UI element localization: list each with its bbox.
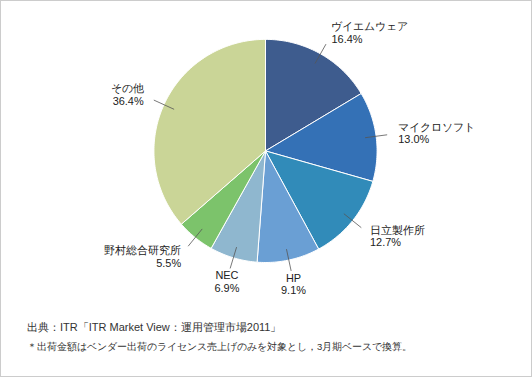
html-text:＊出荷金額はベンダー出荷のライセンス売上げのみを対象とし，3: ＊出荷金額はベンダー出荷のライセンス売上げのみを対象とし，3月期ベースで換算。 — [27, 340, 413, 352]
svg-text:NEC6.9%: NEC6.9% — [214, 269, 239, 294]
svg-text:野村総合研究所5.5%: 野村総合研究所5.5% — [104, 244, 181, 269]
svg-text:マイクロソフト13.0%: マイクロソフト13.0% — [398, 121, 475, 146]
svg-text:日立製作所12.7%: 日立製作所12.7% — [370, 224, 425, 249]
svg-text:HP9.1%: HP9.1% — [281, 272, 306, 297]
svg-text:その他36.4%: その他36.4% — [111, 82, 144, 107]
html-text:出典：ITR「ITR Market View：運用管理市場2: 出典：ITR「ITR Market View：運用管理市場2011」 — [27, 320, 282, 333]
svg-text:ヴイエムウェア16.4%: ヴイエムウェア16.4% — [331, 20, 408, 45]
